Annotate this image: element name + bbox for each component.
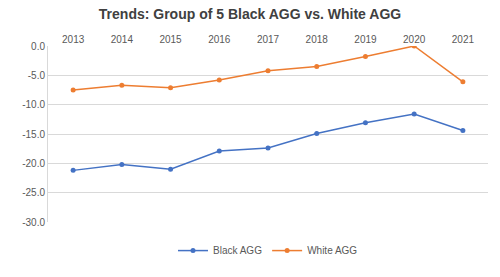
svg-text:2018: 2018 (306, 34, 329, 45)
svg-text:-5.0: -5.0 (28, 70, 46, 81)
svg-text:-10.0: -10.0 (22, 99, 45, 110)
svg-text:0.0: 0.0 (31, 41, 45, 52)
svg-text:2020: 2020 (403, 34, 426, 45)
svg-text:2013: 2013 (62, 34, 85, 45)
svg-text:-30.0: -30.0 (22, 217, 45, 228)
svg-text:2019: 2019 (354, 34, 377, 45)
svg-text:Black AGG: Black AGG (213, 245, 262, 256)
svg-text:-20.0: -20.0 (22, 158, 45, 169)
svg-text:-15.0: -15.0 (22, 129, 45, 140)
svg-text:2014: 2014 (111, 34, 134, 45)
svg-text:White AGG: White AGG (307, 245, 357, 256)
svg-text:2015: 2015 (159, 34, 182, 45)
svg-text:-25.0: -25.0 (22, 187, 45, 198)
svg-text:2017: 2017 (257, 34, 280, 45)
svg-text:2016: 2016 (208, 34, 231, 45)
svg-text:2021: 2021 (452, 34, 475, 45)
svg-text:Trends: Group of 5 Black AGG v: Trends: Group of 5 Black AGG vs. White A… (99, 6, 401, 22)
